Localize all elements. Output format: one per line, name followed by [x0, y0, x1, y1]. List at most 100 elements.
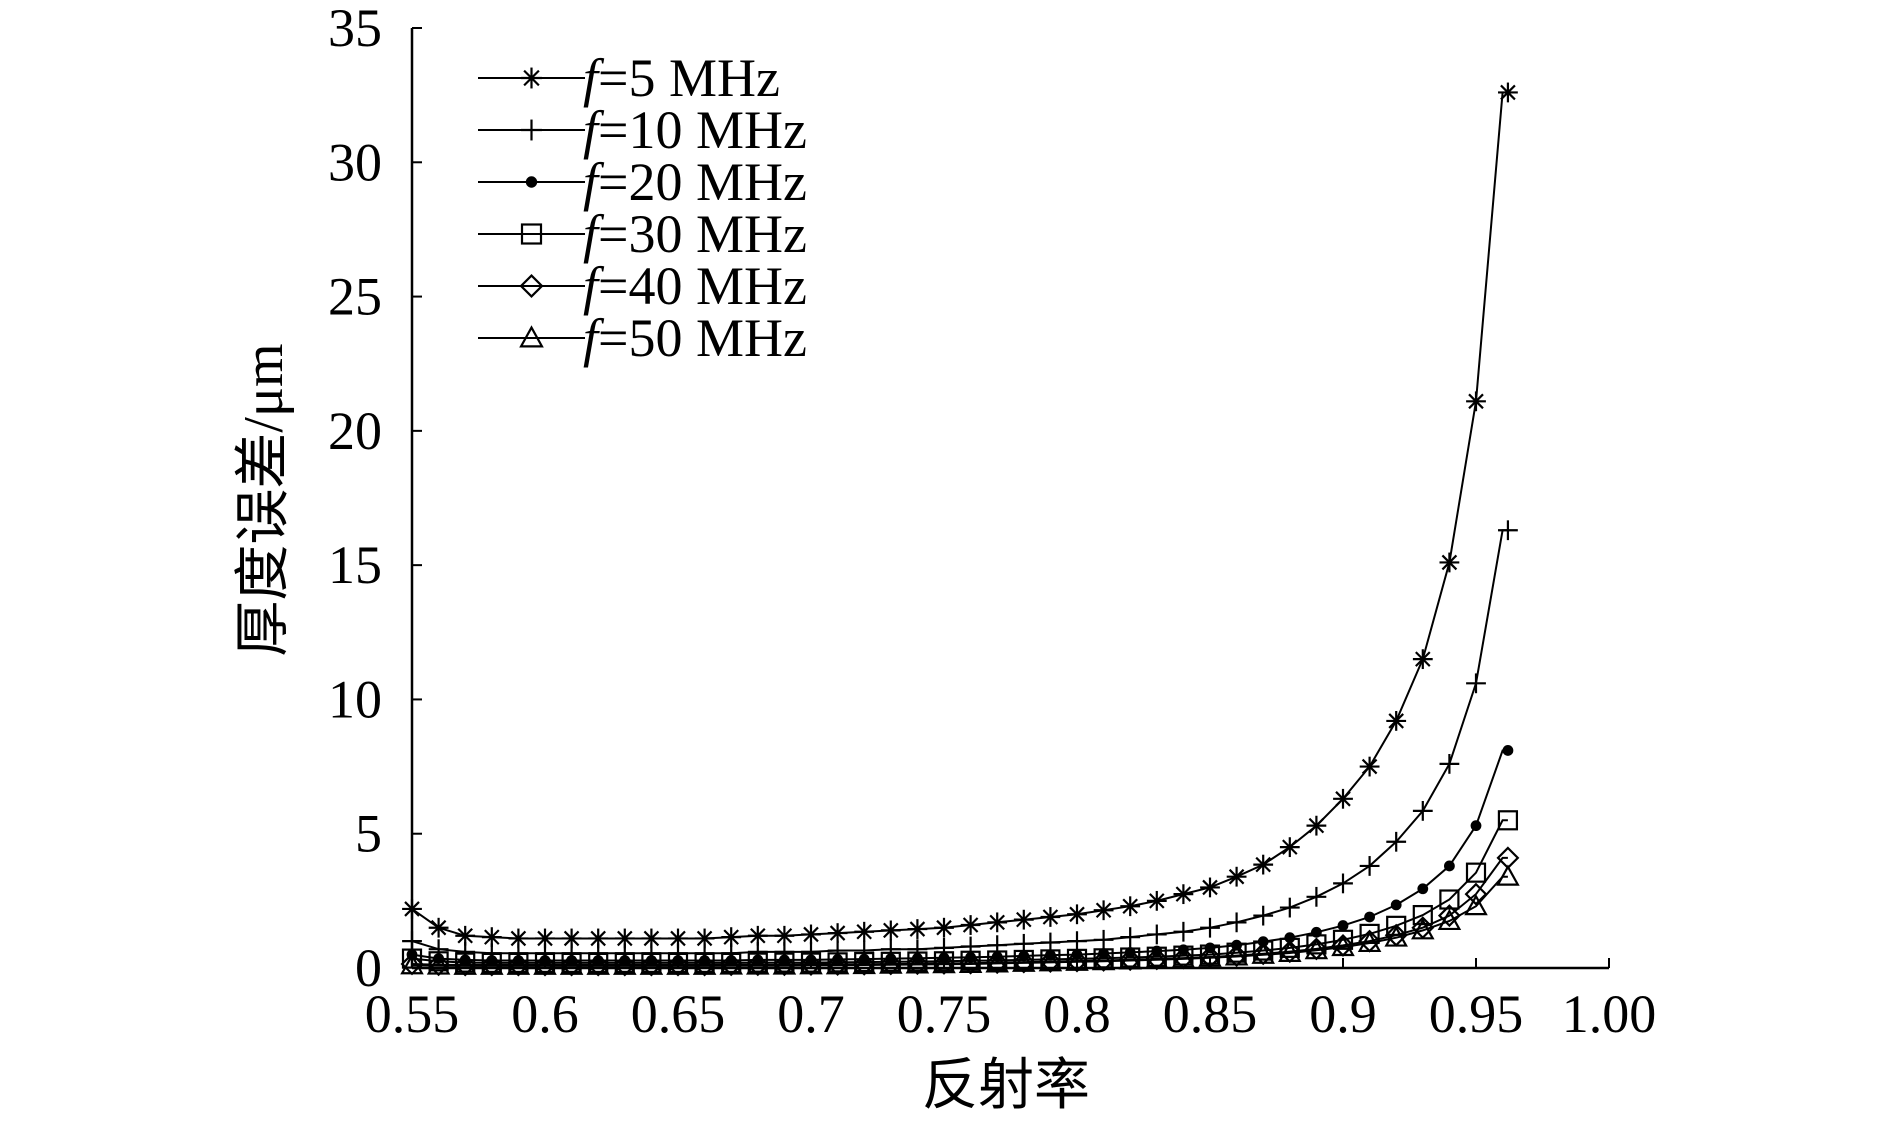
y-tick-label: 0	[355, 938, 382, 998]
marker-triangle	[586, 953, 610, 975]
marker-plus	[1279, 897, 1300, 918]
marker-triangle	[1464, 894, 1488, 916]
marker-asterisk	[402, 899, 422, 919]
marker-asterisk	[960, 915, 981, 935]
marker-plus	[1466, 673, 1486, 694]
marker-plus	[521, 119, 542, 141]
marker-square	[1439, 889, 1460, 910]
marker-square	[1253, 940, 1274, 961]
marker-triangle	[400, 953, 424, 975]
marker-asterisk	[1253, 854, 1274, 875]
y-tick-label: 30	[328, 132, 382, 192]
marker-asterisk	[907, 919, 928, 939]
marker-triangle	[932, 952, 956, 974]
series-line	[411, 91, 1508, 940]
y-tick-label: 15	[328, 535, 382, 595]
marker-triangle	[1171, 946, 1196, 968]
marker-asterisk	[1120, 896, 1141, 917]
marker-asterisk	[1173, 884, 1194, 905]
marker-square	[1279, 937, 1300, 958]
marker-diamond	[586, 953, 610, 977]
marker-triangle	[506, 953, 531, 975]
marker-plus	[1120, 927, 1141, 948]
marker-asterisk	[1200, 877, 1220, 898]
x-tick-label: 0.7	[777, 984, 845, 1044]
marker-triangle	[666, 953, 690, 975]
legend-label: f=30 MHz	[583, 204, 807, 264]
marker-diamond	[879, 952, 903, 976]
y-tick-label: 20	[328, 401, 382, 461]
marker-diamond	[799, 953, 823, 976]
marker-triangle	[852, 952, 876, 975]
marker-diamond	[1038, 950, 1062, 974]
marker-dot	[1470, 820, 1482, 832]
marker-asterisk	[428, 917, 449, 938]
marker-triangle	[1331, 934, 1355, 957]
marker-plus	[1412, 800, 1433, 821]
marker-plus	[1439, 753, 1460, 774]
marker-plus	[1306, 886, 1327, 907]
marker-triangle	[480, 953, 504, 975]
marker-asterisk	[1040, 907, 1061, 927]
marker-diamond	[1092, 949, 1116, 972]
x-tick-label: 0.85	[1163, 984, 1258, 1044]
marker-asterisk	[1386, 711, 1407, 731]
marker-triangle	[1118, 948, 1142, 970]
marker-triangle	[1251, 942, 1275, 964]
marker-asterisk	[1359, 756, 1380, 777]
marker-diamond	[905, 952, 929, 976]
legend-label: f=50 MHz	[583, 308, 807, 368]
axes	[410, 28, 1609, 970]
marker-square	[401, 948, 423, 969]
series-plus	[402, 520, 1518, 964]
marker-diamond	[427, 953, 451, 977]
marker-asterisk	[1226, 866, 1247, 887]
marker-triangle	[1091, 949, 1116, 971]
marker-asterisk	[854, 921, 875, 942]
marker-dot	[1364, 911, 1375, 923]
marker-triangle	[1012, 950, 1036, 972]
marker-diamond	[1145, 947, 1169, 971]
legend-entry: f=50 MHz	[478, 308, 807, 368]
marker-plus	[1498, 520, 1518, 541]
marker-asterisk	[1306, 815, 1327, 836]
legend-entry: f=5 MHz	[478, 48, 780, 108]
marker-diamond	[693, 953, 717, 977]
marker-asterisk	[827, 923, 848, 943]
series-line	[411, 819, 1508, 964]
marker-asterisk	[801, 924, 821, 945]
marker-triangle	[533, 953, 557, 975]
marker-triangle	[453, 953, 477, 975]
marker-asterisk	[1333, 788, 1353, 809]
x-axis-ticks: 0.55 0.6 0.65 0.7 0.75 0.8 0.85 0.9 0.95 1.00	[365, 958, 1656, 1044]
marker-asterisk	[455, 925, 476, 946]
marker-triangle	[1198, 945, 1222, 967]
marker-asterisk	[1093, 900, 1114, 921]
marker-dot	[1284, 932, 1296, 944]
marker-asterisk	[1466, 391, 1486, 412]
marker-dot	[1444, 860, 1455, 872]
x-tick-label: 0.65	[631, 984, 726, 1044]
marker-triangle	[559, 953, 584, 975]
marker-plus	[1040, 932, 1061, 953]
marker-triangle	[1357, 930, 1382, 953]
marker-diamond	[1225, 944, 1249, 968]
marker-asterisk	[1412, 649, 1433, 670]
marker-diamond	[1118, 948, 1142, 972]
marker-plus	[1173, 921, 1194, 942]
marker-square	[428, 951, 449, 972]
marker-asterisk	[934, 917, 954, 938]
marker-triangle	[719, 953, 743, 975]
marker-diamond	[826, 953, 850, 976]
marker-triangle	[519, 325, 544, 348]
marker-diamond	[772, 953, 796, 977]
x-tick-label: 0.8	[1043, 984, 1111, 1044]
marker-asterisk	[1146, 890, 1167, 911]
marker-asterisk	[668, 928, 688, 949]
legend-label: f=40 MHz	[583, 256, 807, 316]
legend-label: f=20 MHz	[583, 152, 807, 212]
x-axis-title: 反射率	[922, 1055, 1090, 1117]
marker-diamond	[985, 951, 1009, 975]
marker-asterisk	[1067, 904, 1087, 925]
